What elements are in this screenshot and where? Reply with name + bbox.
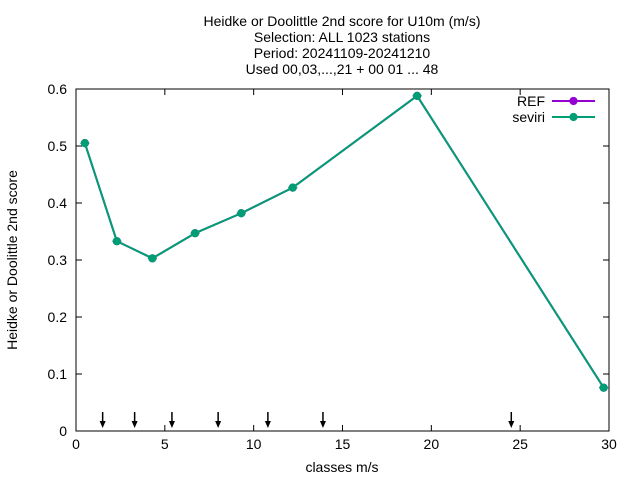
- class-arrow-head: [131, 421, 138, 428]
- y-axis-label: Heidke or Doolittle 2nd score: [4, 170, 20, 350]
- series-group: [80, 91, 609, 392]
- x-tick-label: 20: [424, 436, 440, 452]
- class-arrow-head: [215, 421, 222, 428]
- series-line-seviri: [83, 94, 605, 389]
- class-boundary-arrows: [99, 412, 515, 428]
- y-tick-label: 0.1: [48, 366, 68, 382]
- legend-label-seviri: seviri: [512, 109, 545, 125]
- chart-title: Heidke or Doolittle 2nd score for U10m (…: [204, 13, 481, 77]
- y-tick-label: 0.6: [48, 81, 68, 97]
- title-line-1: Heidke or Doolittle 2nd score for U10m (…: [204, 13, 481, 29]
- y-tick-label: 0.2: [48, 309, 68, 325]
- class-arrow-head: [168, 421, 175, 428]
- x-axis-label: classes m/s: [305, 459, 378, 475]
- class-arrow-head: [264, 421, 271, 428]
- x-tick-label: 0: [72, 436, 80, 452]
- legend-label-REF: REF: [517, 93, 545, 109]
- series-REF: [80, 91, 609, 392]
- title-line-2: Selection: ALL 1023 stations: [254, 29, 430, 45]
- x-tick-label: 10: [246, 436, 262, 452]
- y-axis: 0 0.1 0.2 0.3 0.4 0.5 0.6: [48, 81, 609, 439]
- x-tick-label: 25: [512, 436, 528, 452]
- class-arrow-head: [99, 421, 106, 428]
- class-arrow-head: [508, 421, 515, 428]
- x-tick-label: 30: [601, 436, 617, 452]
- title-line-4: Used 00,03,...,21 + 00 01 ... 48: [246, 61, 439, 77]
- x-axis: 0 5 10 15 20 25 30: [72, 89, 617, 452]
- y-tick-label: 0.4: [48, 195, 68, 211]
- x-tick-label: 15: [335, 436, 351, 452]
- x-tick-label: 5: [161, 436, 169, 452]
- series-line-REF: [83, 94, 605, 389]
- class-arrow-head: [319, 421, 326, 428]
- title-line-3: Period: 20241109-20241210: [254, 45, 431, 61]
- y-tick-label: 0: [59, 423, 67, 439]
- series-seviri: [80, 91, 609, 392]
- y-tick-label: 0.3: [48, 252, 68, 268]
- y-tick-label: 0.5: [48, 138, 68, 154]
